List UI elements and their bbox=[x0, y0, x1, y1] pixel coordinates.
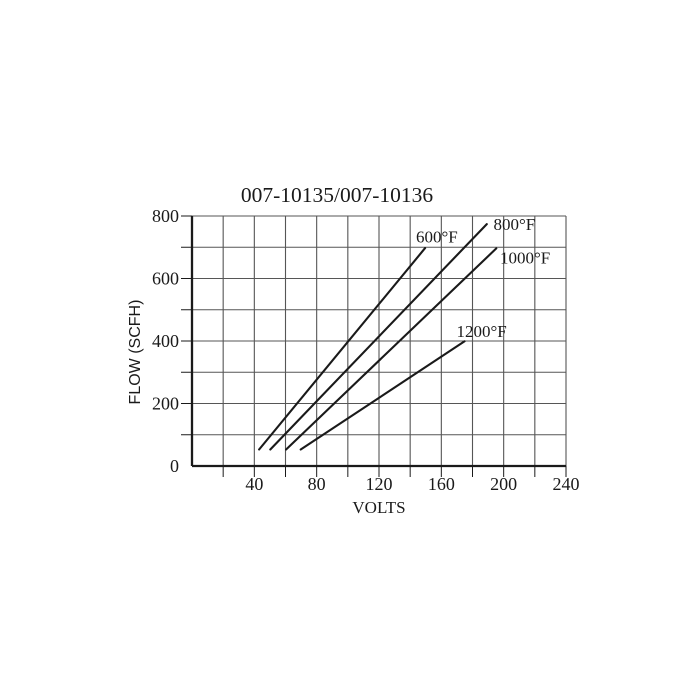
svg-text:0: 0 bbox=[170, 456, 179, 476]
svg-text:FLOW (SCFH): FLOW (SCFH) bbox=[127, 300, 144, 405]
svg-text:VOLTS: VOLTS bbox=[352, 498, 405, 517]
svg-text:80: 80 bbox=[308, 474, 326, 494]
svg-text:120: 120 bbox=[366, 474, 393, 494]
svg-text:1200°F: 1200°F bbox=[457, 322, 507, 341]
svg-text:600: 600 bbox=[152, 269, 179, 289]
svg-text:800°F: 800°F bbox=[494, 215, 536, 234]
svg-text:800: 800 bbox=[152, 206, 179, 226]
svg-text:400: 400 bbox=[152, 331, 179, 351]
svg-text:007-10135/007-10136: 007-10135/007-10136 bbox=[241, 183, 434, 207]
svg-text:1000°F: 1000°F bbox=[500, 249, 550, 268]
svg-text:40: 40 bbox=[245, 474, 263, 494]
svg-text:200: 200 bbox=[152, 394, 179, 414]
svg-text:160: 160 bbox=[428, 474, 455, 494]
svg-text:600°F: 600°F bbox=[416, 228, 458, 247]
svg-text:200: 200 bbox=[490, 474, 517, 494]
svg-text:240: 240 bbox=[553, 474, 580, 494]
